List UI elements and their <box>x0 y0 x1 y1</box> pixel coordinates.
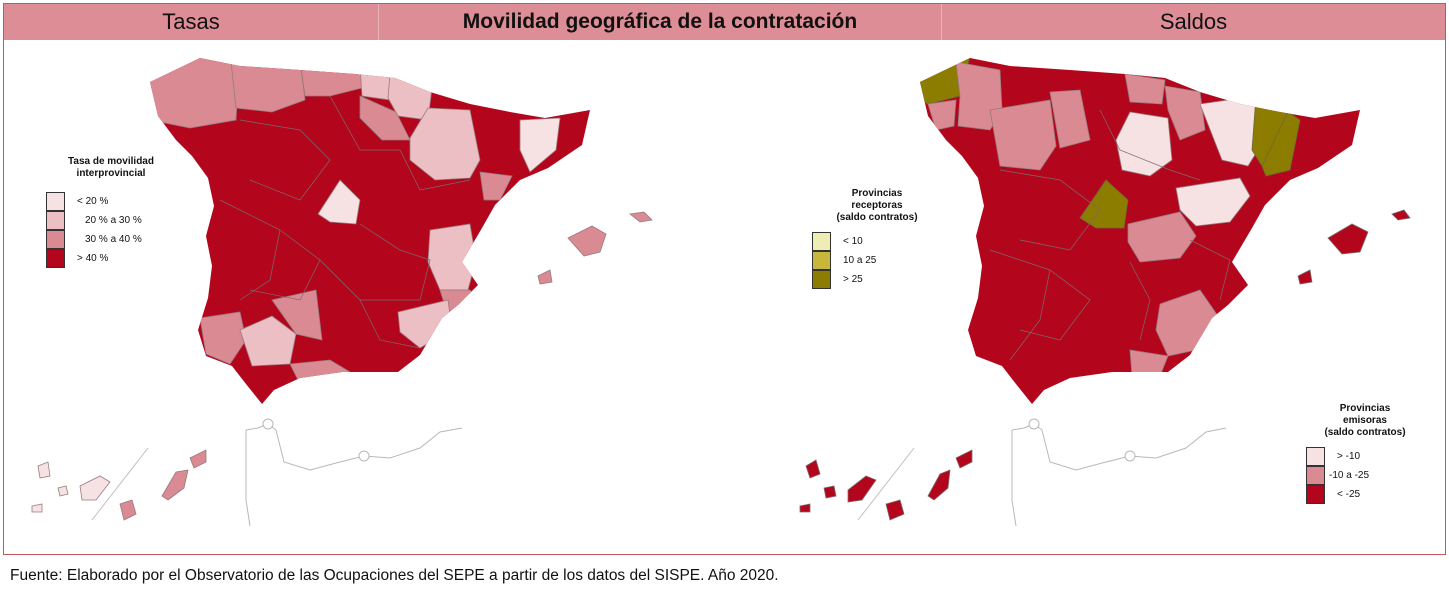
tasas-legend-label-3: 30 % a 40 % <box>85 234 142 245</box>
tasas-swatch-2 <box>46 211 65 230</box>
tasas-legend-row: > 40 % <box>46 249 196 268</box>
tasas-canarias <box>31 447 207 521</box>
tasas-swatch-3 <box>46 230 65 249</box>
tasas-legend-row: 30 % a 40 % <box>46 230 196 249</box>
receptoras-legend: Provincias receptoras (saldo contratos) … <box>812 188 962 289</box>
receptoras-swatch-3 <box>812 270 831 289</box>
source-note: Fuente: Elaborado por el Observatorio de… <box>10 567 779 584</box>
saldos-map <box>920 58 1360 404</box>
tasas-baleares <box>537 211 653 285</box>
emisoras-title-1: Provincias <box>1339 403 1391 414</box>
tasas-legend-row: 20 % a 30 % <box>46 211 196 230</box>
receptoras-label-1: < 10 <box>843 236 863 247</box>
tasas-legend-title-2: interprovincial <box>76 168 146 179</box>
saldos-north-africa <box>1011 418 1227 527</box>
tasas-legend-label-4: > 40 % <box>77 253 109 264</box>
emisoras-swatch-2 <box>1306 466 1325 485</box>
tasas-legend-title-1: Tasa de movilidad <box>68 156 154 167</box>
tasas-map <box>150 58 590 404</box>
receptoras-label-2: 10 a 25 <box>843 255 877 266</box>
emisoras-label-2: -10 a -25 <box>1329 470 1370 481</box>
receptoras-title-1: Provincias <box>851 188 903 199</box>
emisoras-swatch-1 <box>1306 447 1325 466</box>
emisoras-legend-row: > -10 <box>1306 447 1446 466</box>
tasas-north-africa <box>245 418 463 527</box>
emisoras-title-2: emisoras <box>1343 415 1387 426</box>
receptoras-title-2: receptoras <box>851 200 903 211</box>
tasas-legend-label-2: 20 % a 30 % <box>85 215 142 226</box>
receptoras-swatch-2 <box>812 251 831 270</box>
receptoras-swatch-1 <box>812 232 831 251</box>
tasas-legend-row: < 20 % <box>46 192 196 211</box>
saldos-baleares <box>1297 209 1411 285</box>
emisoras-legend: Provincias emisoras (saldo contratos) > … <box>1306 403 1446 504</box>
saldos-canarias <box>799 447 973 521</box>
tasas-legend-label-1: < 20 % <box>77 196 109 207</box>
receptoras-legend-row: < 10 <box>812 232 962 251</box>
emisoras-swatch-3 <box>1306 485 1325 504</box>
receptoras-label-3: > 25 <box>843 274 863 285</box>
tasas-swatch-1 <box>46 192 65 211</box>
emisoras-label-3: < -25 <box>1337 489 1361 500</box>
figure-frame <box>3 3 1446 555</box>
emisoras-label-1: > -10 <box>1337 451 1361 462</box>
emisoras-legend-row: -10 a -25 <box>1306 466 1446 485</box>
receptoras-legend-row: 10 a 25 <box>812 251 962 270</box>
emisoras-legend-row: < -25 <box>1306 485 1446 504</box>
receptoras-title-3: (saldo contratos) <box>836 212 918 223</box>
tasas-title: Tasas <box>4 4 378 40</box>
main-title: Movilidad geográfica de la contratación <box>378 4 942 40</box>
tasas-legend: Tasa de movilidad interprovincial < 20 %… <box>46 156 196 268</box>
emisoras-title-3: (saldo contratos) <box>1324 427 1406 438</box>
receptoras-legend-row: > 25 <box>812 270 962 289</box>
tasas-swatch-4 <box>46 249 65 268</box>
saldos-title: Saldos <box>942 4 1445 40</box>
